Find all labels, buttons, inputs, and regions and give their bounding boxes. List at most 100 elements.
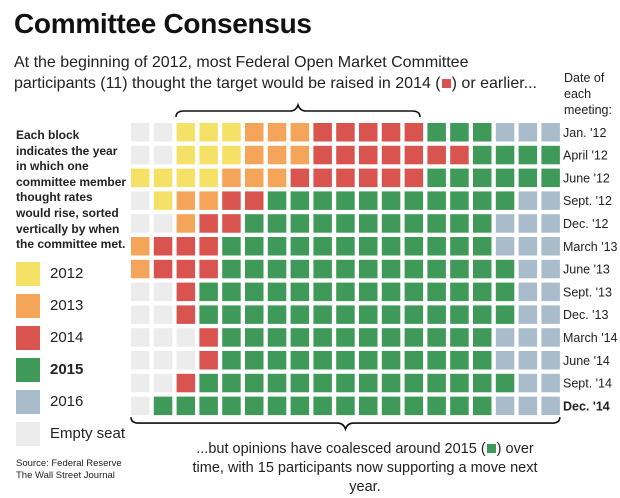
cell-2015: [336, 214, 355, 233]
cell-2016: [518, 305, 538, 324]
cell-2015: [336, 305, 355, 324]
cell-2016: [541, 305, 560, 324]
cell-2015: [222, 305, 241, 324]
legend-swatch: [16, 422, 40, 446]
cell-2015: [518, 168, 538, 188]
cell-2014: [199, 214, 218, 233]
cell-2016: [518, 259, 538, 279]
cell-empty: [153, 145, 173, 165]
cell-2015: [359, 328, 378, 347]
cell-2015: [313, 351, 332, 370]
cell-2012: [222, 145, 241, 165]
cell-2015: [359, 373, 378, 393]
cell-2016: [541, 191, 560, 210]
cell-2013: [199, 191, 218, 210]
cell-2015: [381, 191, 401, 210]
cell-2013: [245, 123, 264, 142]
cell-2015: [495, 305, 515, 324]
cell-empty: [131, 191, 150, 210]
cell-2014: [359, 123, 378, 142]
cell-2016: [541, 282, 560, 302]
cell-2016: [518, 328, 538, 347]
cell-2014: [381, 168, 401, 188]
cell-2015: [404, 191, 424, 210]
cell-2015: [473, 351, 492, 370]
chart-subtitle: At the beginning of 2012, most Federal O…: [14, 52, 544, 94]
cell-2015: [313, 396, 332, 416]
cell-2016: [518, 282, 538, 302]
cell-2015: [427, 237, 446, 256]
cell-2015: [404, 396, 424, 416]
cell-2015: [381, 214, 401, 233]
cell-2014: [336, 168, 355, 188]
cell-2014: [359, 145, 378, 165]
cell-2016: [541, 328, 560, 347]
cell-2015: [473, 191, 492, 210]
cell-2014: [245, 191, 264, 210]
cell-2015: [290, 351, 310, 370]
cell-2015: [222, 282, 241, 302]
cell-2015: [450, 214, 469, 233]
cell-2016: [541, 259, 560, 279]
legend-label: 2013: [50, 297, 84, 314]
date-column-header: Date of each meeting:: [564, 71, 612, 117]
cell-2015: [313, 259, 332, 279]
cell-2015: [313, 282, 332, 302]
source-line-1: Source: Federal Reserve: [16, 458, 122, 469]
cell-2015: [450, 396, 469, 416]
cell-2015: [381, 373, 401, 393]
cell-2014: [313, 168, 332, 188]
cell-2015: [404, 328, 424, 347]
cell-2015: [495, 145, 515, 165]
cell-2016: [495, 396, 515, 416]
cell-2015: [313, 373, 332, 393]
cell-2014: [313, 145, 332, 165]
cell-2014: [381, 123, 401, 142]
cell-2015: [359, 351, 378, 370]
cell-2014: [222, 214, 241, 233]
cell-2015: [473, 168, 492, 188]
cell-2012: [199, 123, 218, 142]
cell-2012: [222, 123, 241, 142]
cell-2015: [245, 259, 264, 279]
chart-description: Each block indicates the year in which o…: [16, 128, 127, 252]
row-date-label: March '14: [563, 331, 618, 345]
legend-label: 2014: [50, 329, 84, 346]
cell-2016: [495, 237, 515, 256]
cell-2015: [245, 373, 264, 393]
cell-empty: [153, 373, 173, 393]
cell-2015: [427, 351, 446, 370]
chart-title: Committee Consensus: [14, 8, 312, 39]
cell-2015: [290, 259, 310, 279]
cell-2015: [359, 282, 378, 302]
cell-2015: [313, 214, 332, 233]
legend-label: 2012: [50, 265, 84, 282]
cell-2016: [518, 191, 538, 210]
cell-empty: [153, 328, 173, 347]
cell-2014: [199, 259, 218, 279]
cell-2015: [336, 373, 355, 393]
legend-item-empty-seat: Empty seat: [16, 422, 126, 446]
cell-empty: [176, 328, 196, 347]
cell-2015: [267, 328, 287, 347]
cell-2012: [176, 123, 196, 142]
cell-2014: [427, 145, 446, 165]
cell-2014: [153, 259, 173, 279]
cell-2015: [495, 373, 515, 393]
cell-2014: [381, 145, 401, 165]
cell-2014: [199, 351, 218, 370]
cell-2013: [267, 168, 287, 188]
row-date-label: March '13: [563, 240, 618, 254]
cell-2016: [518, 214, 538, 233]
row-date-label: Sept. '14: [563, 377, 612, 391]
cell-2015: [313, 237, 332, 256]
cell-2016: [541, 123, 560, 142]
cell-2015: [313, 328, 332, 347]
top-brace: [175, 102, 421, 118]
cell-2015: [427, 328, 446, 347]
cell-2016: [541, 351, 560, 370]
legend-swatch: [16, 294, 40, 318]
cell-2015: [290, 305, 310, 324]
cell-2014: [153, 237, 173, 256]
cell-2015: [267, 259, 287, 279]
